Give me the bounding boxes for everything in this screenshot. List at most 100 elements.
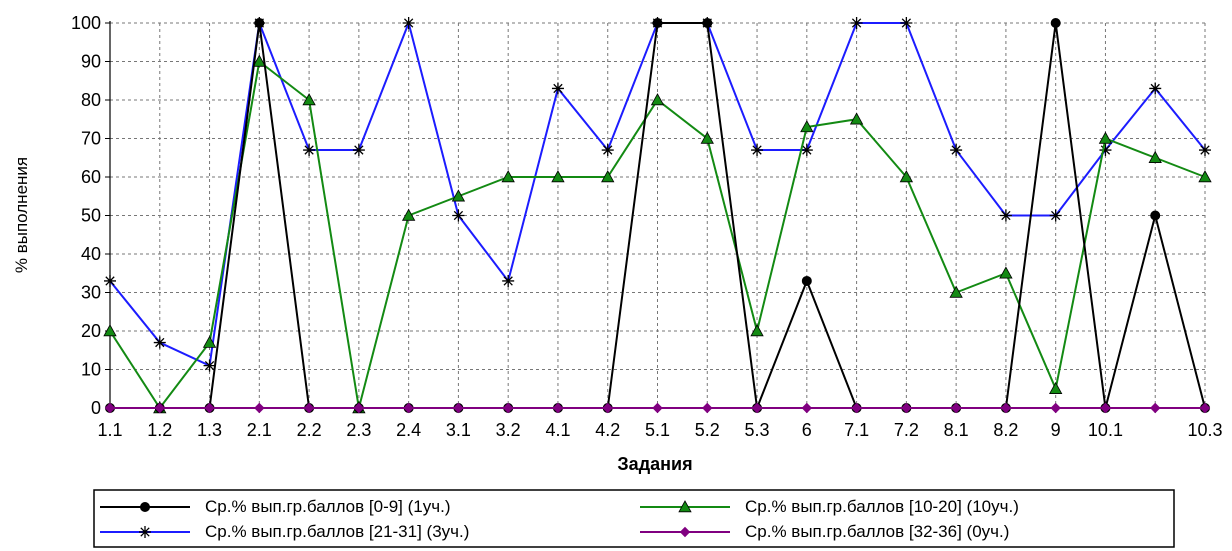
point-marker	[650, 93, 665, 106]
point-marker	[999, 209, 1012, 222]
point-marker	[254, 18, 265, 28]
point-marker	[303, 144, 316, 157]
point-marker	[302, 93, 316, 106]
point-marker	[602, 402, 613, 414]
point-marker	[1148, 150, 1162, 163]
point-marker	[1149, 82, 1162, 95]
series-3	[104, 402, 1211, 414]
point-marker	[1198, 170, 1212, 183]
point-marker	[502, 274, 515, 287]
point-marker	[1098, 131, 1113, 144]
x-tick-label: 3.1	[446, 420, 471, 440]
point-marker	[1099, 144, 1112, 157]
y-tick-label: 100	[71, 13, 101, 33]
point-marker	[652, 402, 663, 414]
y-axis-title: % выполнения	[12, 157, 31, 273]
x-tick-label: 8.1	[944, 420, 969, 440]
x-tick-label: 1.2	[147, 420, 172, 440]
point-marker	[103, 324, 117, 337]
x-tick-label: 6	[802, 420, 812, 440]
y-tick-label: 90	[81, 52, 101, 72]
point-marker	[140, 502, 150, 512]
point-marker	[1199, 144, 1211, 157]
y-tick-label: 40	[81, 244, 101, 264]
x-tick-label: 8.2	[993, 420, 1018, 440]
x-axis-title: Задания	[617, 454, 692, 474]
point-marker	[204, 402, 215, 414]
point-marker	[801, 275, 812, 286]
point-marker	[202, 335, 217, 348]
point-marker	[679, 526, 691, 538]
x-tick-label: 7.1	[844, 420, 869, 440]
x-tick-label: 4.2	[595, 420, 620, 440]
point-marker	[999, 266, 1013, 279]
point-marker	[551, 82, 564, 95]
y-tick-label: 60	[81, 167, 101, 187]
y-tick-label: 0	[91, 398, 101, 418]
y-tick-label: 20	[81, 321, 101, 341]
point-marker	[950, 144, 963, 157]
point-marker	[401, 208, 416, 221]
point-marker	[800, 120, 814, 133]
legend-label: Ср.% вып.гр.баллов [21-31] (3уч.)	[205, 522, 469, 541]
x-tick-label: 2.2	[297, 420, 322, 440]
point-marker	[154, 402, 165, 414]
point-marker	[1000, 402, 1012, 414]
point-marker	[203, 359, 216, 372]
point-marker	[252, 54, 266, 67]
series-line	[109, 19, 1206, 368]
point-marker	[751, 144, 764, 157]
point-marker	[750, 324, 764, 337]
x-tick-label: 5.3	[745, 420, 770, 440]
y-tick-label: 70	[81, 129, 101, 149]
point-marker	[1049, 209, 1062, 222]
point-marker	[1050, 18, 1061, 28]
x-tick-label: 1.3	[197, 420, 222, 440]
series-group	[103, 17, 1212, 414]
point-marker	[652, 18, 663, 28]
point-marker	[950, 402, 962, 414]
x-tick-label: 2.1	[247, 420, 272, 440]
point-marker	[453, 402, 464, 414]
x-tick-label: 10.1	[1088, 420, 1123, 440]
y-tick-labels: 0 10 20 30 40 50 60 70 80 90 100	[71, 13, 101, 418]
point-marker	[851, 402, 862, 414]
point-marker	[700, 131, 714, 144]
y-tick-label: 30	[81, 283, 101, 303]
x-tick-label: 3.2	[496, 420, 521, 440]
point-marker	[303, 402, 315, 414]
point-marker	[900, 17, 913, 29]
point-marker	[1050, 402, 1061, 414]
point-marker	[801, 402, 813, 414]
point-marker	[1150, 210, 1161, 221]
point-marker	[1049, 381, 1063, 394]
point-marker	[451, 189, 466, 202]
point-marker	[850, 17, 863, 29]
legend-box	[93, 489, 1175, 548]
point-marker	[254, 402, 265, 414]
point-marker	[702, 402, 713, 414]
legend: Ср.% вып.гр.баллов [0-9] (1уч.) Ср.% вып.…	[93, 489, 1175, 548]
x-tick-label: 9	[1051, 420, 1061, 440]
point-marker	[153, 336, 166, 349]
point-marker	[901, 402, 912, 414]
legend-label: Ср.% вып.гр.баллов [32-36] (0уч.)	[745, 522, 1009, 541]
series-1	[103, 54, 1212, 414]
point-marker	[502, 402, 514, 414]
legend-label: Ср.% вып.гр.баллов [10-20] (10уч.)	[745, 497, 1019, 516]
point-marker	[949, 285, 963, 298]
x-tick-label: 10.3	[1187, 420, 1222, 440]
point-marker	[678, 500, 692, 513]
point-marker	[139, 526, 151, 538]
point-marker	[402, 17, 415, 29]
y-tick-label: 10	[81, 360, 101, 380]
legend-label: Ср.% вып.гр.баллов [0-9] (1уч.)	[205, 497, 451, 516]
point-marker	[1150, 402, 1161, 414]
point-marker	[403, 402, 414, 414]
point-marker	[104, 402, 116, 414]
x-tick-label: 2.3	[346, 420, 371, 440]
x-tick-label: 2.4	[396, 420, 421, 440]
point-marker	[353, 402, 365, 414]
x-tick-labels: 1.1 1.2 1.3 2.1 2.2 2.3 2.4 3.1 3.2 4.1 4.2 5.1 5.2 5…	[97, 420, 1222, 440]
